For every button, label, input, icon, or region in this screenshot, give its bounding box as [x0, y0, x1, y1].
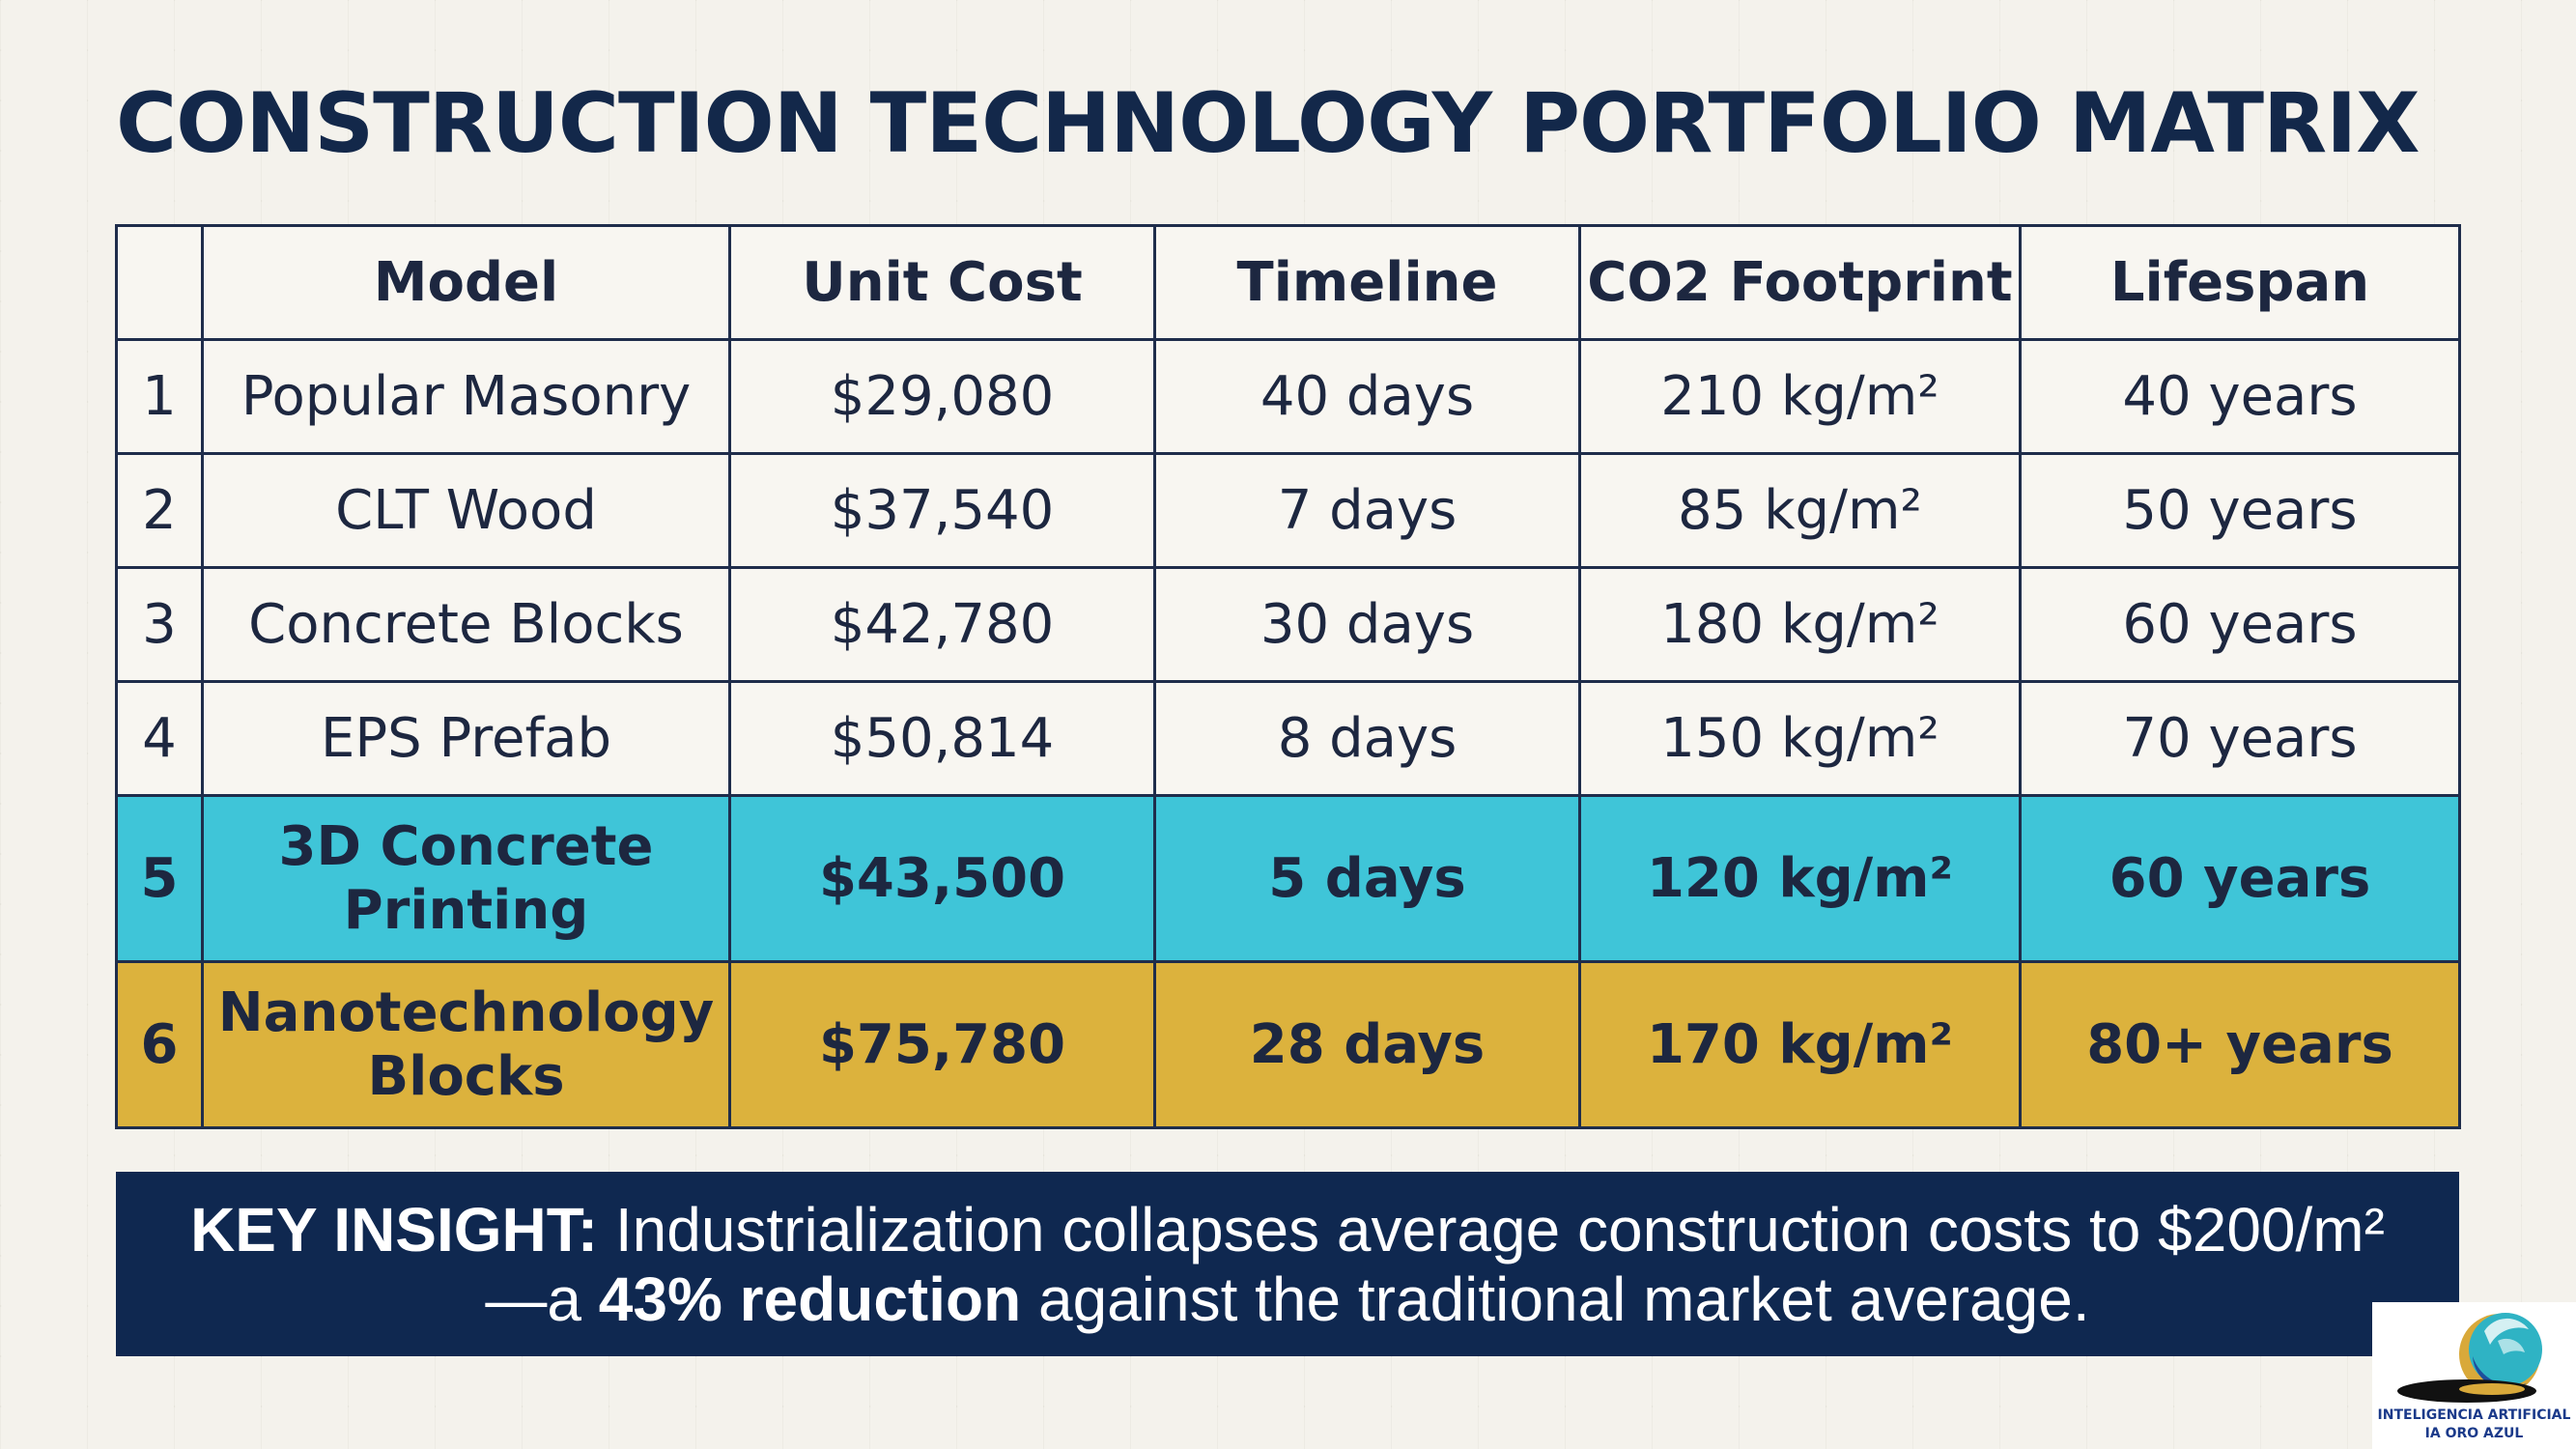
- key-insight-body-1: Industrialization collapses average cons…: [485, 1194, 2385, 1334]
- timeline-cell: 5 days: [1153, 794, 1581, 963]
- model-line-1: Nanotechnology: [217, 980, 715, 1044]
- model-cell: CLT Wood: [201, 452, 731, 569]
- model-cell: Nanotechnology Blocks: [201, 960, 731, 1129]
- unit-cost-cell: $75,780: [728, 960, 1156, 1129]
- co2-cell: 150 kg/m²: [1578, 680, 2022, 797]
- key-insight-banner: KEY INSIGHT: Industrialization collapses…: [116, 1172, 2459, 1356]
- unit-cost-cell: $29,080: [728, 338, 1156, 455]
- co2-cell: 210 kg/m²: [1578, 338, 2022, 455]
- model-cell: Popular Masonry: [201, 338, 731, 455]
- table-row-highlight-cyan: 5 3D Concrete Printing $43,500 5 days 12…: [115, 794, 2461, 963]
- header-co2-footprint: CO2 Footprint: [1578, 224, 2022, 341]
- lifespan-cell: 50 years: [2019, 452, 2461, 569]
- table-row-highlight-gold: 6 Nanotechnology Blocks $75,780 28 days …: [115, 960, 2461, 1129]
- model-cell: Concrete Blocks: [201, 566, 731, 683]
- timeline-cell: 40 days: [1153, 338, 1581, 455]
- timeline-cell: 28 days: [1153, 960, 1581, 1129]
- row-number: 3: [115, 566, 204, 683]
- lifespan-cell: 70 years: [2019, 680, 2461, 797]
- unit-cost-cell: $42,780: [728, 566, 1156, 683]
- unit-cost-cell: $43,500: [728, 794, 1156, 963]
- model-line-2: Printing: [343, 878, 589, 942]
- lifespan-cell: 80+ years: [2019, 960, 2461, 1129]
- header-lifespan: Lifespan: [2019, 224, 2461, 341]
- key-insight-text: KEY INSIGHT: Industrialization collapses…: [174, 1195, 2401, 1334]
- header-index: [115, 224, 204, 341]
- timeline-cell: 30 days: [1153, 566, 1581, 683]
- lifespan-cell: 60 years: [2019, 794, 2461, 963]
- header-model: Model: [201, 224, 731, 341]
- portfolio-table: Model Unit Cost Timeline CO2 Footprint L…: [115, 224, 2461, 1129]
- timeline-cell: 7 days: [1153, 452, 1581, 569]
- co2-cell: 85 kg/m²: [1578, 452, 2022, 569]
- row-number: 1: [115, 338, 204, 455]
- header-unit-cost: Unit Cost: [728, 224, 1156, 341]
- table-row: 1 Popular Masonry $29,080 40 days 210 kg…: [115, 338, 2461, 455]
- lifespan-cell: 60 years: [2019, 566, 2461, 683]
- unit-cost-cell: $50,814: [728, 680, 1156, 797]
- brand-logo: INTELIGENCIA ARTIFICIAL IA ORO AZUL: [2372, 1302, 2576, 1449]
- model-cell: EPS Prefab: [201, 680, 731, 797]
- model-line-1: 3D Concrete: [278, 814, 654, 878]
- logo-text-line-2: IA ORO AZUL: [2424, 1426, 2524, 1441]
- co2-cell: 170 kg/m²: [1578, 960, 2022, 1129]
- page-title: CONSTRUCTION TECHNOLOGY PORTFOLIO MATRIX: [116, 75, 2420, 172]
- key-insight-body-2: against the traditional market average.: [1021, 1264, 2090, 1334]
- co2-cell: 180 kg/m²: [1578, 566, 2022, 683]
- table-row: 3 Concrete Blocks $42,780 30 days 180 kg…: [115, 566, 2461, 683]
- row-number: 4: [115, 680, 204, 797]
- row-number: 2: [115, 452, 204, 569]
- co2-cell: 120 kg/m²: [1578, 794, 2022, 963]
- key-insight-label: KEY INSIGHT:: [190, 1194, 599, 1264]
- table-row: 4 EPS Prefab $50,814 8 days 150 kg/m² 70…: [115, 680, 2461, 797]
- row-number: 6: [115, 960, 204, 1129]
- model-cell: 3D Concrete Printing: [201, 794, 731, 963]
- unit-cost-cell: $37,540: [728, 452, 1156, 569]
- table-row: 2 CLT Wood $37,540 7 days 85 kg/m² 50 ye…: [115, 452, 2461, 569]
- model-line-2: Blocks: [367, 1044, 565, 1108]
- row-number: 5: [115, 794, 204, 963]
- globe-logo-icon: [2397, 1313, 2542, 1403]
- table-header-row: Model Unit Cost Timeline CO2 Footprint L…: [115, 224, 2461, 341]
- header-timeline: Timeline: [1153, 224, 1581, 341]
- timeline-cell: 8 days: [1153, 680, 1581, 797]
- key-insight-emphasis: 43% reduction: [598, 1264, 1022, 1334]
- lifespan-cell: 40 years: [2019, 338, 2461, 455]
- logo-text-line-1: INTELIGENCIA ARTIFICIAL: [2377, 1407, 2571, 1423]
